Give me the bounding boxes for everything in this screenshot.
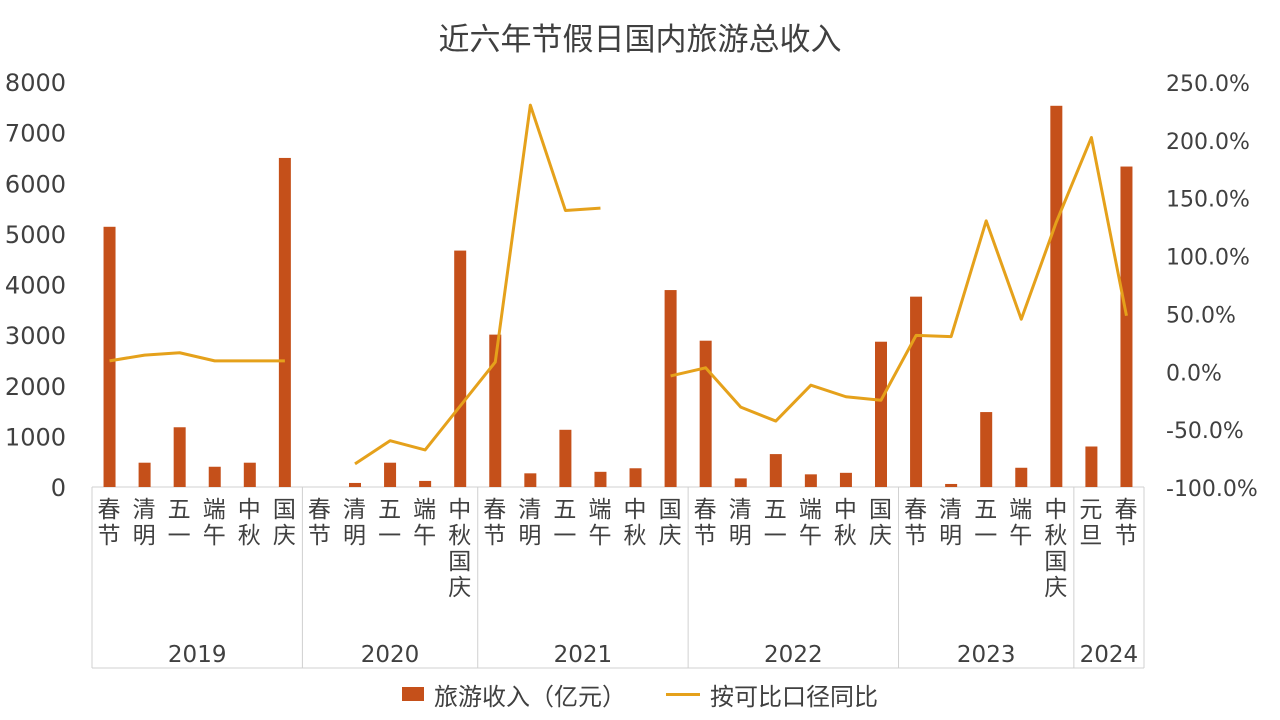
y-right-tick-label: 0.0%	[1166, 361, 1222, 386]
x-tick-label: 国庆	[273, 497, 298, 549]
y-right-tick-label: -50.0%	[1166, 419, 1244, 444]
x-tick-label: 国庆	[869, 497, 894, 549]
revenue-bar	[103, 226, 116, 487]
y-left-tick-label: 7000	[5, 120, 66, 148]
revenue-bar	[489, 334, 502, 487]
revenue-bar	[839, 472, 852, 487]
x-group-label: 2021	[554, 642, 613, 668]
revenue-bar	[629, 468, 642, 487]
revenue-bar	[1050, 105, 1063, 487]
x-tick-label: 中秋国庆	[1044, 497, 1069, 601]
revenue-bar	[559, 429, 572, 487]
legend-swatch-bar	[402, 687, 424, 701]
revenue-bar	[208, 466, 221, 487]
revenue-bar	[1085, 446, 1098, 487]
chart-title: 近六年节假日国内旅游总收入	[438, 22, 842, 58]
y-left-tick-label: 5000	[5, 221, 66, 249]
x-tick-label: 中秋	[834, 497, 859, 549]
revenue-bar	[419, 480, 432, 487]
x-tick-label: 春节	[904, 497, 929, 549]
x-tick-label: 五一	[553, 497, 578, 549]
revenue-bar	[734, 478, 747, 487]
x-group-label: 2023	[957, 642, 1016, 668]
y-right-tick-label: -100.0%	[1166, 477, 1258, 502]
y-left-tick-label: 1000	[5, 423, 66, 451]
y-left-tick-label: 4000	[5, 272, 66, 300]
revenue-bar	[454, 250, 467, 487]
legend-label-revenue: 旅游收入（亿元）	[434, 682, 626, 711]
x-tick-label: 清明	[518, 497, 543, 549]
revenue-bar	[349, 482, 361, 487]
revenue-bar	[875, 341, 887, 487]
x-tick-label: 中秋	[238, 497, 263, 549]
x-group-label: 2019	[168, 642, 227, 668]
x-tick-label: 端午	[1009, 497, 1034, 549]
x-tick-label: 清明	[729, 497, 754, 549]
y-right-tick-label: 100.0%	[1166, 246, 1250, 271]
y-right-tick-label: 50.0%	[1166, 303, 1236, 328]
yoy-line	[354, 103, 601, 466]
legend-item-yoy: 按可比口径同比	[666, 677, 878, 712]
x-tick-label: 中秋国庆	[448, 497, 473, 601]
revenue-bar	[1120, 166, 1133, 487]
revenue-bar	[980, 412, 993, 487]
y-left-tick-label: 6000	[5, 170, 66, 198]
revenue-bar	[910, 296, 923, 487]
y-left-tick-label: 3000	[5, 322, 66, 350]
x-tick-label: 端午	[413, 497, 438, 549]
revenue-bar	[278, 157, 291, 487]
x-tick-label: 春节	[98, 497, 123, 549]
x-tick-label: 国庆	[659, 497, 684, 549]
legend-swatch-line	[666, 692, 700, 696]
x-tick-label: 清明	[133, 497, 158, 549]
y-right-tick-label: 200.0%	[1166, 130, 1250, 155]
revenue-bar	[945, 483, 958, 487]
revenue-bar	[664, 290, 677, 487]
x-tick-label: 春节	[1114, 497, 1139, 549]
x-tick-label: 清明	[939, 497, 964, 549]
revenue-bar	[138, 462, 151, 487]
x-tick-label: 清明	[343, 497, 368, 549]
x-tick-label: 春节	[483, 497, 508, 549]
yoy-line	[109, 351, 285, 363]
x-tick-label: 五一	[974, 497, 999, 549]
legend-item-revenue: 旅游收入（亿元）	[402, 677, 626, 712]
revenue-bar	[769, 454, 782, 487]
x-tick-label: 端午	[588, 497, 613, 549]
yoy-line	[670, 136, 1128, 423]
y-right-tick-label: 150.0%	[1166, 188, 1250, 213]
x-tick-label: 五一	[378, 497, 403, 549]
x-tick-label: 五一	[764, 497, 789, 549]
x-group-label: 2022	[764, 642, 823, 668]
revenue-bar	[699, 340, 712, 487]
x-tick-label: 中秋	[624, 497, 649, 549]
x-tick-label: 春节	[694, 497, 719, 549]
y-right-tick-label: 250.0%	[1166, 72, 1250, 97]
x-tick-label: 端午	[799, 497, 824, 549]
revenue-bar	[243, 462, 256, 487]
y-left-tick-label: 8000	[5, 69, 66, 97]
revenue-bar	[804, 474, 817, 487]
x-group-label: 2024	[1080, 642, 1139, 668]
y-left-tick-label: 0	[51, 474, 66, 502]
legend-label-yoy: 按可比口径同比	[710, 682, 878, 711]
revenue-bar	[524, 473, 537, 487]
y-left-tick-label: 2000	[5, 373, 66, 401]
revenue-bar	[173, 427, 186, 487]
x-tick-label: 五一	[168, 497, 193, 549]
x-tick-label: 元旦	[1079, 497, 1104, 549]
x-tick-label: 端午	[203, 497, 228, 549]
x-group-label: 2020	[361, 642, 420, 668]
legend: 旅游收入（亿元） 按可比口径同比	[0, 676, 1280, 712]
revenue-bar	[384, 462, 397, 487]
revenue-bar	[594, 471, 607, 487]
x-tick-label: 春节	[308, 497, 333, 549]
revenue-bar	[1015, 467, 1028, 487]
